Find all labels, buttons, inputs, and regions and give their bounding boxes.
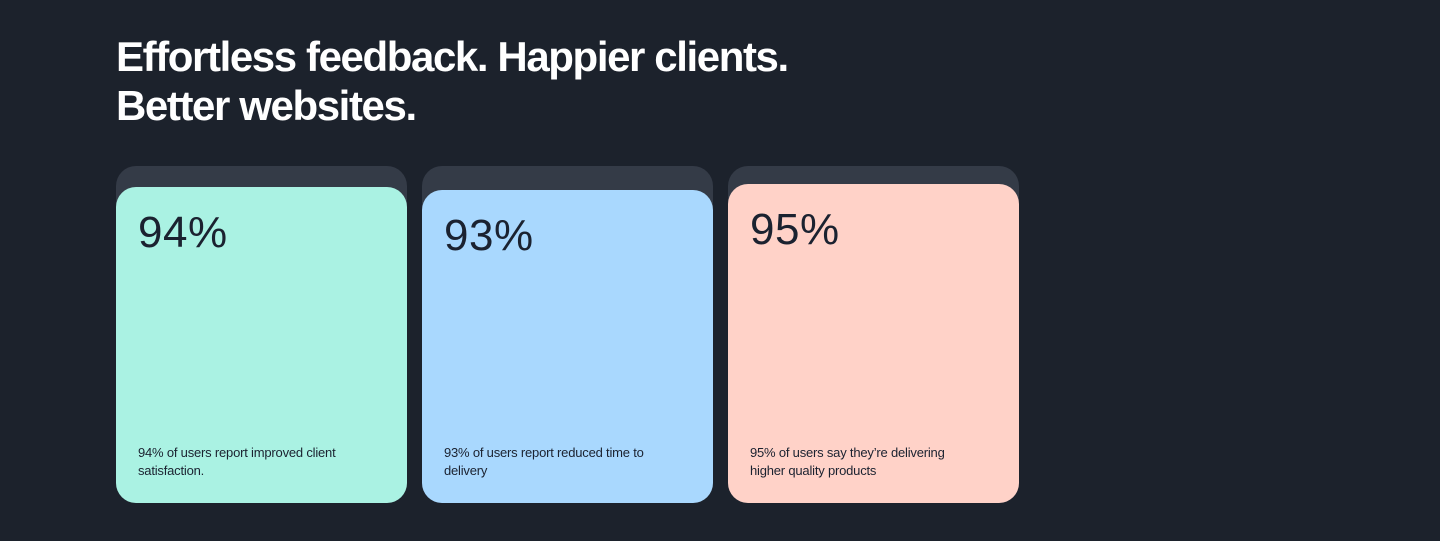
stat-card-frame: 93% 93% of users report reduced time to … xyxy=(422,166,713,503)
stat-description: 94% of users report improved client sati… xyxy=(138,445,336,478)
stat-value: 94% xyxy=(138,208,228,257)
stat-card-client-satisfaction: 94% 94% of users report improved client … xyxy=(116,187,407,503)
stat-cards: 94% 94% of users report improved client … xyxy=(116,166,1019,503)
stat-card-delivery-time: 93% 93% of users report reduced time to … xyxy=(422,190,713,503)
stat-value: 95% xyxy=(750,205,840,254)
stat-description: 93% of users report reduced time to deli… xyxy=(444,445,644,478)
section-headline: Effortless feedback. Happier clients. Be… xyxy=(116,32,789,130)
headline-line-2: Better websites. xyxy=(116,82,417,129)
stat-card-product-quality: 95% 95% of users say they’re delivering … xyxy=(728,184,1019,503)
stat-value: 93% xyxy=(444,211,534,260)
stat-description: 95% of users say they’re delivering high… xyxy=(750,445,945,478)
stat-card-frame: 94% 94% of users report improved client … xyxy=(116,166,407,503)
headline-line-1: Effortless feedback. Happier clients. xyxy=(116,33,789,80)
stat-card-frame: 95% 95% of users say they’re delivering … xyxy=(728,166,1019,503)
